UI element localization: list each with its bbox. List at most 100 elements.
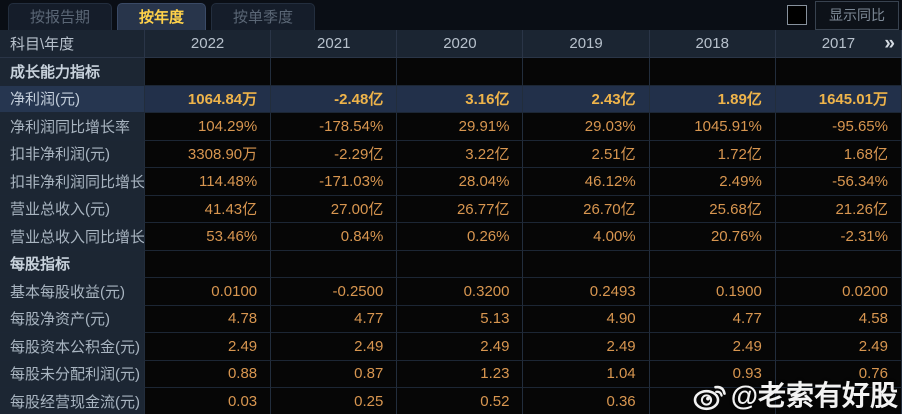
value-cell: 1045.91% <box>649 113 776 141</box>
row-label: 每股净资产(元) <box>0 305 145 333</box>
year-column-header: 2020 <box>397 30 524 58</box>
value-cell: 0.84% <box>271 223 398 251</box>
table-header-row: 科目\年度 2022 2021 2020 2019 2018 2017» <box>0 30 902 58</box>
table-row: 每股经营现金流(元) 0.03 0.25 0.52 0.36 <box>0 388 902 414</box>
table-row: 营业总收入同比增长率53.46%0.84%0.26%4.00%20.76%-2.… <box>0 223 902 251</box>
row-label: 营业总收入(元) <box>0 195 145 223</box>
row-label: 扣非净利润同比增长率 <box>0 168 145 196</box>
value-cell: 4.77 <box>271 305 398 333</box>
value-cell: 104.29% <box>145 113 272 141</box>
row-label: 基本每股收益(元) <box>0 278 145 306</box>
row-label: 每股资本公积金(元) <box>0 333 145 361</box>
value-cell: 1.04 <box>523 360 650 388</box>
value-cell: -56.34% <box>775 168 902 196</box>
value-cell: -0.2500 <box>271 278 398 306</box>
value-cell <box>775 388 902 414</box>
value-cell <box>523 250 650 278</box>
year-column-header: 2017 <box>775 30 902 58</box>
year-column-header: 2022 <box>145 30 272 58</box>
value-cell: -178.54% <box>271 113 398 141</box>
value-cell: 0.87 <box>271 360 398 388</box>
value-cell <box>523 58 650 86</box>
value-cell: 1.89亿 <box>649 85 776 113</box>
tab-report-period[interactable]: 按报告期 <box>8 3 113 30</box>
table-row: 净利润(元) 1064.84万 -2.48亿 3.16亿 2.43亿 1.89亿 1645.… <box>0 85 902 113</box>
value-cell: 0.36 <box>523 388 650 414</box>
yoy-controls: 显示同比 <box>787 0 902 30</box>
value-cell: 114.48% <box>145 168 272 196</box>
value-cell <box>649 388 776 414</box>
value-cell: 2.49% <box>649 168 776 196</box>
value-cell: 0.76 <box>775 360 902 388</box>
value-cell: 0.88 <box>145 360 272 388</box>
show-yoy-checkbox[interactable] <box>787 5 807 25</box>
row-label: 每股指标 <box>0 250 145 278</box>
value-cell <box>649 250 776 278</box>
value-cell: 27.00亿 <box>271 195 398 223</box>
value-cell: 2.51亿 <box>523 140 650 168</box>
value-cell: 0.0100 <box>145 278 272 306</box>
row-label: 净利润(元) <box>0 85 145 113</box>
value-cell: 1.23 <box>397 360 524 388</box>
table-row: 每股净资产(元) 4.78 4.77 5.13 4.90 4.77 4.58 <box>0 305 902 333</box>
value-cell: -171.03% <box>271 168 398 196</box>
value-cell: -2.29亿 <box>271 140 398 168</box>
show-yoy-button[interactable]: 显示同比 <box>815 0 899 30</box>
value-cell: 0.52 <box>397 388 524 414</box>
row-label: 扣非净利润(元) <box>0 140 145 168</box>
value-cell: 2.49 <box>271 333 398 361</box>
value-cell: 46.12% <box>523 168 650 196</box>
row-label: 营业总收入同比增长率 <box>0 223 145 251</box>
value-cell <box>145 58 272 86</box>
value-cell: 4.00% <box>523 223 650 251</box>
value-cell: 41.43亿 <box>145 195 272 223</box>
value-cell: 53.46% <box>145 223 272 251</box>
value-cell <box>271 58 398 86</box>
value-cell <box>775 58 902 86</box>
table-row: 扣非净利润(元) 3308.90万 -2.29亿 3.22亿 2.51亿 1.72亿 1.6… <box>0 140 902 168</box>
value-cell: 2.43亿 <box>523 85 650 113</box>
value-cell: -95.65% <box>775 113 902 141</box>
value-cell: 0.93 <box>649 360 776 388</box>
corner-label: 科目\年度 <box>0 30 145 58</box>
value-cell: 0.25 <box>271 388 398 414</box>
row-label: 每股未分配利润(元) <box>0 360 145 388</box>
table-row: 营业总收入(元) 41.43亿 27.00亿 26.77亿 26.70亿 25.68亿 21… <box>0 195 902 223</box>
value-cell: 0.26% <box>397 223 524 251</box>
value-cell: 0.03 <box>145 388 272 414</box>
value-cell <box>649 58 776 86</box>
year-column-header: 2018 <box>649 30 776 58</box>
financials-table: 科目\年度 2022 2021 2020 2019 2018 2017» 成长能力指标 净利… <box>0 30 902 414</box>
more-columns-chevron-icon[interactable]: » <box>884 33 895 54</box>
value-cell: 1645.01万 <box>775 85 902 113</box>
value-cell: 0.2493 <box>523 278 650 306</box>
value-cell: 5.13 <box>397 305 524 333</box>
value-cell: 3.22亿 <box>397 140 524 168</box>
value-cell: -2.31% <box>775 223 902 251</box>
section-row: 每股指标 <box>0 250 902 278</box>
tab-annual[interactable]: 按年度 <box>117 3 207 30</box>
value-cell: 4.78 <box>145 305 272 333</box>
value-cell: 25.68亿 <box>649 195 776 223</box>
value-cell: 3.16亿 <box>397 85 524 113</box>
value-cell: 2.49 <box>649 333 776 361</box>
table-row: 扣非净利润同比增长率114.48%-171.03%28.04%46.12%2.4… <box>0 168 902 196</box>
value-cell <box>271 250 398 278</box>
value-cell: 1064.84万 <box>145 85 272 113</box>
value-cell: 26.77亿 <box>397 195 524 223</box>
value-cell: 29.91% <box>397 113 524 141</box>
value-cell <box>397 58 524 86</box>
value-cell: 2.49 <box>775 333 902 361</box>
value-cell: 20.76% <box>649 223 776 251</box>
value-cell: 26.70亿 <box>523 195 650 223</box>
value-cell: 4.58 <box>775 305 902 333</box>
value-cell <box>145 250 272 278</box>
row-label: 净利润同比增长率 <box>0 113 145 141</box>
year-column-header: 2019 <box>523 30 650 58</box>
tab-single-quarter[interactable]: 按单季度 <box>211 3 316 30</box>
value-cell: 2.49 <box>397 333 524 361</box>
value-cell: 2.49 <box>145 333 272 361</box>
section-row: 成长能力指标 <box>0 58 902 86</box>
table-body: 成长能力指标 净利润(元) 1064.84万 -2.48亿 3.16亿 2.43亿 1.89… <box>0 58 902 414</box>
value-cell: 3308.90万 <box>145 140 272 168</box>
